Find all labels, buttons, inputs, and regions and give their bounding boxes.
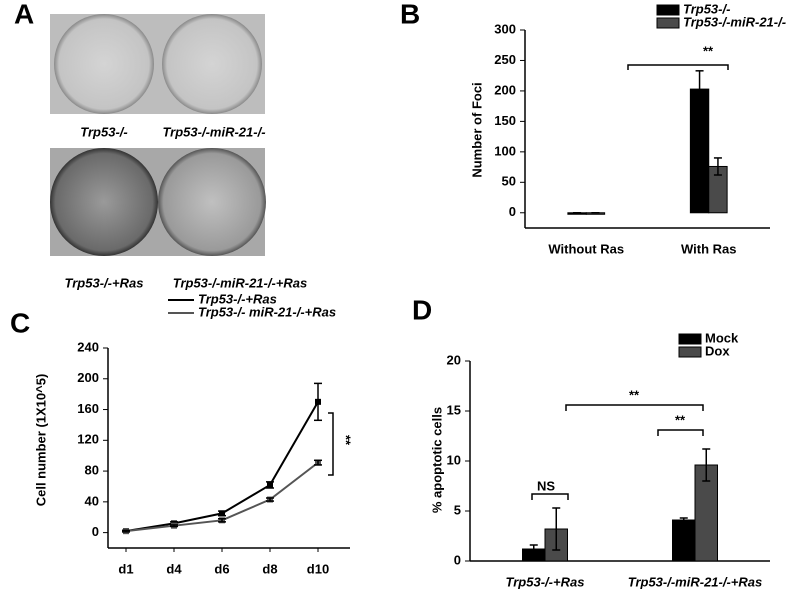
bracket	[657, 429, 704, 436]
legend-label: Mock	[705, 330, 739, 345]
y-tick-label: 120	[77, 432, 99, 447]
caption: Trp53-/-miR-21-/-	[162, 124, 265, 139]
y-tick-label: 160	[77, 401, 99, 416]
y-tick-label: 200	[494, 82, 516, 97]
caption: Trp53-/-+Ras	[65, 275, 144, 290]
bracket	[627, 64, 729, 70]
caption: Trp53-/-miR-21-/-+Ras	[173, 275, 308, 290]
legend-swatch	[678, 333, 702, 345]
y-tick-label: 0	[454, 552, 461, 567]
plate	[162, 14, 262, 114]
x-tick-label: d4	[166, 561, 182, 576]
y-tick-label: 0	[509, 204, 516, 219]
annotation: **	[629, 387, 640, 402]
y-axis-label: % apoptotic cells	[429, 407, 444, 513]
y-axis-label: Cell number (1X10^5)	[33, 374, 48, 507]
annotation: **	[339, 435, 354, 446]
y-axis-label: Number of Foci	[469, 82, 484, 177]
legend-swatch	[656, 17, 680, 29]
bracket	[328, 412, 334, 476]
legend-label: Trp53-/-	[683, 1, 730, 16]
y-tick-label: 0	[92, 524, 99, 539]
legend-swatch	[678, 346, 702, 358]
panel-label: A	[14, 0, 34, 29]
y-tick-label: 50	[502, 174, 516, 189]
y-tick-label: 200	[77, 370, 99, 385]
legend-label: Trp53-/-miR-21-/-	[683, 14, 786, 29]
x-tick-label: Without Ras	[548, 241, 624, 256]
bracket	[531, 493, 569, 500]
legend-swatch	[656, 4, 680, 16]
caption: Trp53-/-	[80, 124, 127, 139]
plate	[50, 148, 158, 256]
annotation: **	[675, 412, 686, 427]
annotation: NS	[537, 478, 555, 493]
legend-label: Trp53-/-+Ras	[198, 291, 277, 306]
y-tick-label: 100	[494, 143, 516, 158]
y-tick-label: 20	[447, 352, 461, 367]
y-tick-label: 5	[454, 502, 461, 517]
panel-label: D	[412, 294, 432, 325]
panel-label: B	[400, 0, 420, 29]
y-tick-label: 80	[85, 463, 99, 478]
bar	[672, 519, 696, 562]
x-tick-label: d6	[214, 561, 229, 576]
x-tick-label: With Ras	[681, 241, 737, 256]
y-tick-label: 240	[77, 339, 99, 354]
x-tick-label: d10	[307, 561, 329, 576]
x-tick-label: d8	[262, 561, 277, 576]
y-tick-label: 15	[447, 402, 461, 417]
x-tick-label: Trp53-/-miR-21-/-+Ras	[628, 574, 763, 589]
legend-label: Trp53-/- miR-21-/-+Ras	[198, 304, 336, 319]
y-tick-label: 150	[494, 113, 516, 128]
y-tick-label: 40	[85, 493, 99, 508]
x-tick-label: d1	[118, 561, 133, 576]
plate	[158, 148, 266, 256]
plate	[54, 14, 154, 114]
x-tick-label: Trp53-/-+Ras	[506, 574, 585, 589]
y-tick-label: 300	[494, 21, 516, 36]
panel-label: C	[10, 307, 30, 338]
y-tick-label: 250	[494, 52, 516, 67]
annotation: **	[703, 43, 714, 58]
bracket	[565, 404, 704, 411]
y-tick-label: 10	[447, 452, 461, 467]
legend-label: Dox	[705, 343, 730, 358]
